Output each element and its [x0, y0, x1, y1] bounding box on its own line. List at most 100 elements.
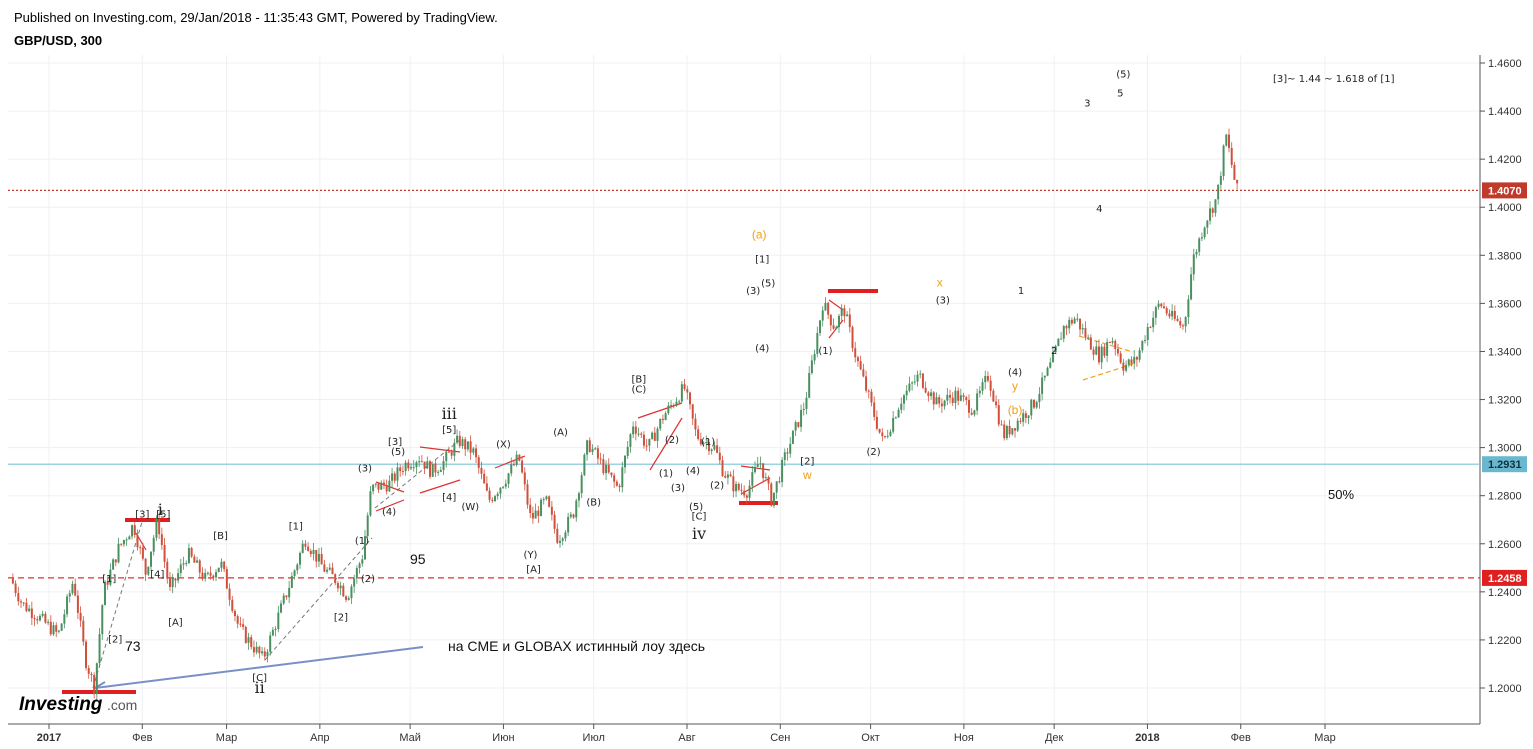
note-95: 95 — [410, 551, 426, 567]
candle-body — [128, 536, 131, 540]
candle-body — [496, 493, 499, 497]
candle-body — [759, 463, 762, 465]
candle-body — [1041, 377, 1044, 394]
candle-body — [190, 548, 193, 557]
candle-body — [653, 432, 656, 441]
candle-body — [158, 519, 161, 535]
candle-body — [236, 616, 239, 624]
candle-body — [206, 572, 209, 574]
candle-body — [729, 474, 732, 477]
candle-body — [602, 459, 605, 474]
candle-body — [661, 418, 664, 421]
hline-label-0: 1.2931 — [1488, 459, 1522, 471]
candle-body — [423, 461, 426, 469]
logo-text: Investing — [19, 694, 103, 715]
wave-label: [3] — [135, 509, 149, 520]
wave-label: 5 — [1117, 89, 1123, 100]
symbol-title: GBP/USD, 300 — [14, 33, 103, 48]
wave-label: (Y) — [524, 550, 538, 561]
wave-label: (2) — [361, 574, 375, 585]
candle-body — [450, 451, 453, 456]
candle-body — [878, 428, 881, 433]
candle-body — [187, 548, 190, 564]
candle-body — [488, 490, 491, 500]
candle-body — [350, 586, 353, 599]
candle-body — [101, 605, 104, 635]
candle-body — [840, 308, 843, 316]
candle-body — [634, 426, 637, 434]
candle-body — [328, 567, 331, 570]
candle-body — [943, 400, 946, 407]
candle-body — [1171, 310, 1174, 317]
candle-body — [407, 462, 410, 469]
candle-body — [1157, 303, 1160, 308]
candle-body — [927, 392, 930, 397]
candle-body — [388, 480, 391, 492]
candle-body — [713, 445, 716, 450]
candle-body — [131, 525, 134, 537]
candle-body — [252, 647, 255, 653]
candle-body — [293, 570, 296, 577]
candle-body — [1011, 428, 1014, 435]
candle-body — [629, 434, 632, 447]
candle-body — [215, 571, 218, 578]
candle-body — [756, 464, 759, 467]
candle-body — [938, 397, 941, 404]
candle-body — [20, 601, 23, 603]
wave-label: 2 — [1051, 346, 1057, 357]
candle-body — [38, 615, 41, 621]
candle-body — [363, 536, 366, 560]
price-tick-label: 1.3200 — [1488, 395, 1522, 407]
candle-body — [461, 439, 464, 447]
candle-body — [1043, 375, 1046, 378]
wave-label: (5) — [391, 447, 405, 458]
wave-label: (1) — [818, 346, 832, 357]
price-tick-label: 1.4200 — [1488, 154, 1522, 166]
candle-body — [502, 486, 505, 488]
candle-body — [829, 314, 832, 326]
candle-body — [179, 564, 182, 574]
candle-body — [531, 512, 534, 519]
candle-body — [239, 623, 242, 625]
candle-body — [266, 651, 269, 657]
candle-body — [385, 485, 388, 492]
candle-body — [821, 310, 824, 321]
candle-body — [1089, 337, 1092, 350]
candle-body — [57, 630, 60, 632]
candle-body — [575, 500, 578, 518]
candle-body — [1200, 237, 1203, 239]
candle-body — [694, 418, 697, 430]
candle-body — [865, 376, 868, 391]
wave-label: [5] — [156, 509, 170, 520]
price-axis-ticks: 1.4600 1.4400 1.4200 1.4000 1.3800 1.3600 1.34… — [1480, 58, 1522, 695]
candle-body — [518, 454, 521, 461]
candle-body — [710, 449, 713, 452]
candle-body — [174, 578, 177, 581]
candle-body — [336, 583, 339, 589]
candle-body — [242, 624, 245, 627]
wave-label: [2] — [334, 613, 348, 624]
candle-body — [1079, 318, 1082, 330]
candle-body — [1073, 318, 1076, 324]
candle-body — [992, 390, 995, 402]
candle-body — [361, 559, 364, 564]
wave-label: (4) — [686, 466, 700, 477]
candle-body — [79, 612, 82, 621]
candle-body — [800, 410, 803, 427]
candle-body — [846, 314, 849, 317]
candle-body — [1057, 338, 1060, 347]
candle-body — [1138, 350, 1141, 360]
candle-body — [55, 625, 58, 632]
candle-body — [594, 448, 597, 450]
candle-body — [889, 431, 892, 436]
candle-body — [231, 599, 234, 611]
wave-label: [A] — [526, 565, 541, 576]
wave-label: [1] — [289, 521, 303, 532]
candle-body — [103, 581, 106, 606]
candle-body — [434, 463, 437, 473]
candle-body — [114, 559, 117, 563]
candle-body — [271, 629, 274, 636]
wave-label: [3] — [388, 437, 402, 448]
candle-body — [686, 389, 689, 393]
